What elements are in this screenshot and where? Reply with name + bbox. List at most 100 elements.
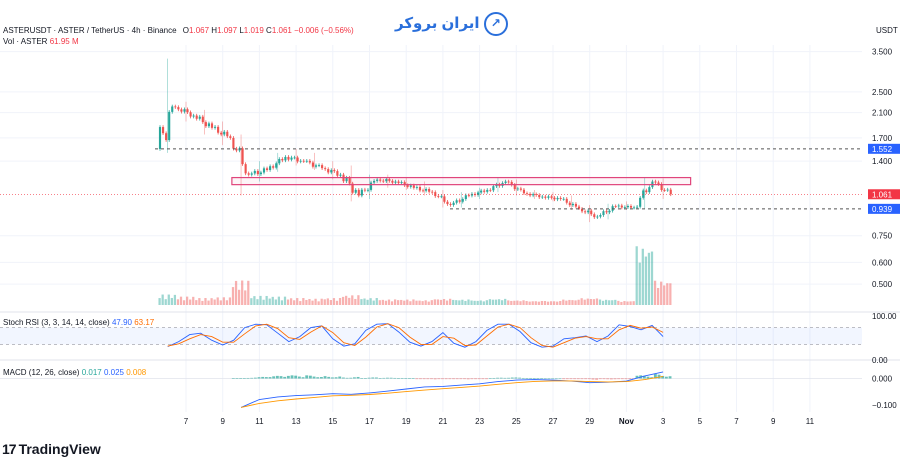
volume-bar: [320, 298, 323, 305]
candle-body: [388, 179, 391, 181]
candle-body: [207, 123, 211, 127]
volume-bar: [167, 294, 170, 305]
volume-bar: [164, 299, 167, 305]
time-tick-label: 9: [220, 417, 225, 426]
macd-histogram-bar: [430, 378, 433, 380]
candle-body: [409, 185, 412, 187]
volume-bar: [378, 300, 381, 305]
tradingview-brand: 17 TradingView: [2, 441, 101, 457]
stoch-rsi-k-value: 47.90: [111, 318, 132, 327]
macd-histogram-bar: [367, 377, 371, 379]
macd-histogram-bar: [474, 378, 477, 380]
macd-hist-value: 0.017: [81, 368, 102, 377]
macd-histogram-bar: [602, 378, 606, 380]
candle-body: [354, 189, 357, 193]
macd-histogram-bar: [360, 378, 364, 379]
price-axis[interactable]: 3.500 2.500 2.100 1.700 1.400 0.750 0.600 0.500: [872, 48, 893, 290]
volume-bar: [436, 299, 440, 305]
macd-histogram-bar: [661, 375, 665, 379]
candle-body: [617, 205, 620, 207]
candle-body: [449, 204, 452, 205]
macd-histogram-bar: [338, 376, 342, 379]
macd-histogram-bar: [452, 378, 455, 380]
candle-body: [639, 197, 642, 207]
volume-bar: [608, 300, 611, 305]
macd-histogram-bar: [253, 377, 257, 379]
candle-body: [317, 165, 321, 166]
time-tick-label: 7: [734, 417, 739, 426]
volume-bar: [656, 287, 660, 305]
candle-body: [614, 206, 617, 208]
candle-body: [345, 177, 348, 182]
time-tick-label: 23: [475, 417, 484, 426]
candle-body: [473, 193, 477, 195]
volume-bar: [253, 296, 256, 305]
volume-bar: [516, 300, 519, 305]
candle-body: [596, 216, 599, 218]
candle-body: [620, 205, 623, 208]
candle-body: [366, 189, 370, 191]
price-tick-label: 1.400: [872, 157, 893, 166]
open-value: 1.067: [189, 26, 210, 35]
volume-bar: [341, 296, 345, 305]
volume-bar: [228, 297, 232, 305]
volume-bar: [372, 300, 375, 305]
high-label: H: [211, 26, 218, 35]
macd-histogram-bar: [628, 378, 632, 380]
candle-body: [220, 132, 223, 135]
macd-histogram-bar: [609, 378, 613, 380]
volume-bar: [231, 287, 235, 305]
macd-histogram-bar: [375, 377, 378, 379]
time-tick-label: Nov: [619, 417, 635, 426]
macd-histogram-bar: [257, 377, 261, 379]
stoch-rsi-legend: Stoch RSI (3, 3, 14, 14, close) 47.90 63…: [3, 318, 154, 327]
macd-histogram-bar: [422, 378, 426, 380]
stoch-rsi-title: Stoch RSI (3, 3, 14, 14, close): [3, 318, 110, 327]
macd-histogram-bar: [650, 377, 654, 379]
volume-bar: [491, 299, 495, 305]
stoch-rsi-pane: 100.00 0.00: [0, 312, 897, 365]
macd-title: MACD (12, 26, close): [3, 368, 80, 377]
candle-body: [599, 215, 602, 217]
candle-body: [183, 109, 186, 112]
candle-body: [256, 170, 259, 175]
volume-bar: [366, 299, 369, 305]
volume-bar: [540, 300, 544, 305]
macd-histogram-bar: [499, 377, 503, 379]
time-axis[interactable]: 7 9 11 13 15 17 19 21 23 25 27 29 Nov 3 5 7 9 11: [184, 417, 815, 426]
volume-bar: [556, 301, 559, 305]
candle-body: [204, 122, 207, 127]
volume-bar: [397, 300, 400, 305]
time-tick-label: 19: [402, 417, 411, 426]
volume-bar: [265, 295, 268, 305]
volume-bar: [390, 301, 394, 305]
volume-bar: [186, 296, 189, 305]
candle-body: [486, 189, 489, 192]
volume-bar: [308, 298, 311, 305]
stoch-rsi-d-line: [167, 323, 664, 348]
volume-bar: [470, 300, 473, 305]
macd-histogram-bar: [437, 378, 441, 380]
candle-body: [645, 190, 648, 193]
candle-body: [226, 131, 229, 137]
volume-bar: [317, 301, 320, 305]
volume-bar: [387, 299, 391, 305]
macd-histogram-bar: [400, 377, 404, 379]
volume-bar: [626, 301, 629, 305]
volume-bar: [494, 299, 498, 305]
level-badge-label: 1.552: [872, 145, 893, 154]
candle-body: [391, 180, 394, 183]
volume-bar: [644, 256, 648, 305]
volume-bar: [598, 299, 602, 305]
volume-bar: [225, 300, 229, 305]
volume-bar: [620, 301, 623, 305]
volume-bar: [403, 300, 406, 305]
volume-bar: [586, 298, 589, 305]
macd-histogram-bar: [349, 377, 353, 379]
volume-bar: [293, 300, 296, 305]
macd-histogram-bar: [393, 377, 397, 379]
candle-body: [299, 160, 302, 162]
candle-body: [262, 168, 266, 173]
candle-body: [379, 179, 382, 181]
